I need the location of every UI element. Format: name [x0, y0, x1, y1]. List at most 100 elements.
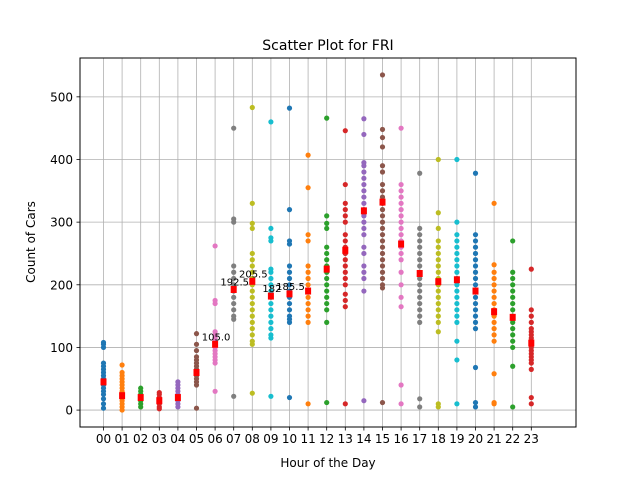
data-point-15: [379, 72, 386, 78]
median-markers: [100, 198, 535, 405]
data-point-09: [268, 332, 274, 338]
median-marker-11: [305, 287, 312, 295]
data-point-16: [398, 188, 404, 194]
data-point-18: [435, 313, 441, 319]
data-point-18: [435, 401, 441, 407]
data-point-17: [417, 232, 423, 238]
y-tick-label-100: 100: [50, 341, 73, 355]
data-point-08: [249, 220, 255, 226]
data-point-13: [342, 275, 348, 282]
data-point-08: [249, 263, 255, 269]
data-point-14: [361, 200, 367, 206]
data-point-18: [435, 238, 441, 244]
data-point-16: [398, 304, 404, 310]
chart-title: Scatter Plot for FRI: [262, 38, 393, 54]
data-point-19: [454, 294, 460, 300]
data-point-00: [100, 401, 107, 407]
data-point-11: [305, 263, 311, 269]
data-point-22: [510, 319, 516, 325]
x-tick-label-08: 08: [245, 432, 260, 446]
data-point-23: [528, 266, 534, 272]
data-point-07: [231, 393, 237, 399]
data-point-11: [305, 232, 311, 238]
data-point-22: [510, 275, 516, 282]
x-tick-label-21: 21: [486, 432, 501, 446]
x-tick-label-07: 07: [226, 432, 241, 446]
data-point-13: [342, 128, 348, 134]
data-point-20: [472, 319, 479, 325]
data-point-12: [324, 220, 330, 226]
data-point-20: [472, 238, 479, 244]
data-point-20: [472, 364, 479, 371]
data-point-22: [510, 282, 516, 288]
data-point-19: [454, 282, 460, 288]
data-point-04: [175, 379, 181, 385]
data-point-09: [268, 393, 274, 399]
data-point-17: [417, 257, 423, 263]
data-point-18: [435, 210, 441, 216]
y-tick-label-200: 200: [50, 278, 73, 292]
data-point-08: [249, 225, 255, 232]
data-point-00: [100, 405, 107, 411]
data-point-12: [324, 244, 330, 250]
data-point-13: [342, 304, 348, 310]
data-point-00: [100, 339, 107, 346]
data-point-07: [231, 125, 237, 131]
data-point-19: [454, 219, 460, 225]
data-point-18: [435, 156, 441, 163]
data-point-09: [268, 313, 274, 319]
median-marker-12: [323, 265, 330, 273]
median-marker-06: [212, 340, 219, 348]
data-point-14: [361, 188, 367, 194]
data-point-15: [379, 225, 386, 232]
data-point-14: [361, 116, 367, 122]
data-point-16: [398, 250, 404, 257]
data-point-15: [379, 169, 386, 175]
data-point-15: [379, 181, 386, 188]
data-point-14: [361, 232, 367, 238]
data-point-00: [100, 360, 107, 366]
data-point-07: [231, 216, 237, 222]
data-point-16: [398, 213, 404, 219]
data-point-12: [324, 282, 330, 288]
data-point-14: [361, 244, 367, 250]
data-point-14: [361, 160, 367, 166]
data-point-12: [324, 250, 330, 257]
data-point-23: [528, 401, 534, 407]
data-point-22: [510, 326, 516, 332]
data-point-14: [361, 275, 367, 282]
data-point-10: [286, 263, 293, 269]
data-point-18: [435, 319, 441, 325]
data-point-09: [268, 225, 274, 232]
data-point-11: [305, 319, 311, 325]
data-point-13: [342, 263, 348, 269]
data-point-13: [342, 291, 348, 297]
data-point-11: [305, 401, 311, 407]
data-point-15: [379, 163, 386, 169]
data-point-09: [268, 326, 274, 332]
data-point-16: [398, 401, 404, 407]
data-point-09: [268, 275, 274, 282]
data-point-14: [361, 398, 367, 404]
data-point-14: [361, 263, 367, 269]
data-point-10: [286, 275, 293, 282]
data-point-08: [249, 390, 255, 396]
median-marker-07: [230, 285, 237, 293]
data-point-08: [249, 257, 255, 263]
data-point-20: [472, 244, 479, 250]
x-tick-label-22: 22: [505, 432, 520, 446]
data-point-18: [435, 257, 441, 263]
data-point-19: [454, 313, 460, 319]
data-point-07: [231, 275, 237, 282]
median-label-06: 105.0: [202, 332, 231, 343]
data-point-17: [417, 396, 423, 402]
data-point-07: [231, 300, 237, 307]
data-point-11: [305, 185, 311, 191]
data-point-22: [510, 332, 516, 338]
x-tick-label-01: 01: [114, 432, 129, 446]
data-point-09: [268, 282, 274, 288]
data-point-17: [417, 250, 423, 257]
data-point-16: [398, 232, 404, 238]
data-point-21: [491, 288, 497, 294]
data-point-20: [472, 269, 479, 275]
